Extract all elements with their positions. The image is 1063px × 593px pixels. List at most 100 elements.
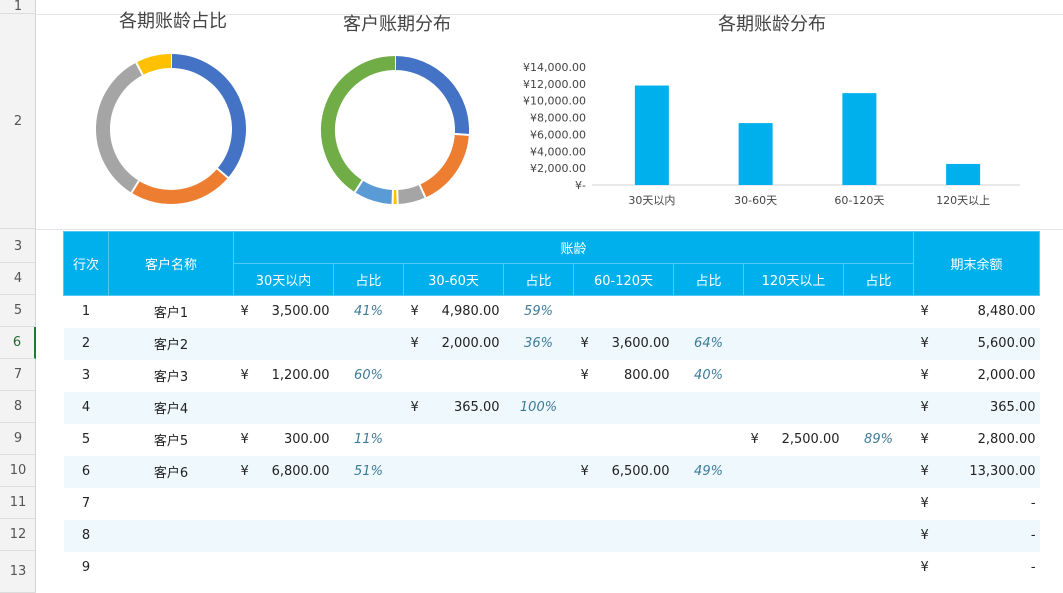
share-30-60-days-cell[interactable] [504, 488, 574, 520]
row-number[interactable]: 6 [0, 327, 36, 359]
amount-60-120-days-cell[interactable] [573, 391, 674, 424]
donut-slice[interactable] [396, 184, 426, 204]
amount-30-60-days-cell[interactable] [404, 424, 504, 456]
row-index-cell[interactable]: 1 [81, 304, 91, 320]
amount-60-120-days-cell[interactable] [574, 296, 674, 328]
row-number[interactable]: 5 [0, 295, 36, 327]
header-balance[interactable]: 期末余额 [913, 231, 1041, 296]
row-number[interactable]: 2 [0, 14, 36, 229]
amount-60-120-days-cell[interactable] [573, 519, 674, 552]
share-120-plus-days-cell[interactable]: 89% [864, 432, 893, 447]
header-index[interactable]: 行次 [63, 231, 109, 296]
row-number[interactable]: 7 [0, 359, 36, 391]
share-60-120-days-cell[interactable]: 40% [694, 368, 723, 383]
bar[interactable] [738, 123, 773, 185]
row-number[interactable]: 3 [0, 231, 36, 263]
row-number[interactable]: 8 [0, 391, 36, 423]
closing-balance-cell[interactable]: ¥365.00 [913, 391, 1040, 424]
closing-balance-cell[interactable]: ¥ - [913, 519, 1040, 552]
amount-120-plus-days-cell[interactable] [744, 296, 844, 328]
amount-30-days-cell[interactable]: ¥300.00 [234, 424, 334, 456]
amount-30-60-days-cell[interactable] [404, 488, 504, 520]
amount-60-120-days-cell[interactable]: ¥800.00 [574, 360, 674, 392]
share-30-60-days-cell[interactable]: 36% [503, 327, 574, 360]
donut-slice[interactable] [321, 56, 396, 193]
amount-30-days-cell[interactable]: ¥3,500.00 [234, 296, 334, 328]
amount-30-60-days-cell[interactable] [403, 455, 504, 488]
amount-120-plus-days-cell[interactable] [743, 455, 844, 488]
share-60-120-days-cell[interactable]: 64% [673, 327, 744, 360]
share-30-days-cell[interactable] [334, 552, 404, 584]
amount-30-60-days-cell[interactable] [404, 360, 504, 392]
share-30-60-days-cell[interactable] [503, 519, 574, 552]
header-share[interactable]: 占比 [842, 263, 915, 296]
closing-balance-cell[interactable]: ¥ - [914, 488, 1040, 520]
row-index-cell[interactable]: 9 [81, 560, 91, 575]
customer-name-cell[interactable] [108, 519, 234, 552]
header-share[interactable]: 占比 [503, 263, 574, 296]
customer-name-cell[interactable]: 客户4 [108, 391, 234, 424]
header-60-120-days[interactable]: 60-120天 [573, 263, 674, 296]
amount-120-plus-days-cell[interactable] [744, 488, 844, 520]
closing-balance-cell[interactable]: ¥8,480.00 [914, 296, 1040, 328]
donut-slice[interactable] [354, 180, 394, 204]
row-number[interactable]: 9 [0, 423, 36, 455]
share-30-60-days-cell[interactable]: 59% [524, 304, 553, 320]
share-30-days-cell[interactable]: 41% [354, 304, 383, 320]
amount-30-days-cell[interactable] [234, 552, 334, 584]
row-index-cell[interactable]: 3 [81, 368, 91, 383]
closing-balance-cell[interactable]: ¥2,800.00 [914, 424, 1040, 456]
amount-60-120-days-cell[interactable] [574, 488, 674, 520]
share-60-120-days-cell[interactable] [673, 519, 744, 552]
header-share[interactable]: 占比 [673, 263, 744, 296]
row-index-cell[interactable]: 5 [81, 432, 91, 447]
share-60-120-days-cell[interactable] [674, 552, 744, 584]
row-index-cell[interactable]: 7 [81, 496, 91, 511]
row-number[interactable]: 11 [0, 487, 36, 519]
customer-name-cell[interactable]: 客户2 [108, 327, 234, 360]
amount-30-days-cell[interactable] [233, 327, 334, 360]
share-30-days-cell[interactable]: 11% [354, 432, 383, 447]
bar[interactable] [634, 85, 669, 185]
amount-120-plus-days-cell[interactable] [744, 360, 844, 392]
amount-30-60-days-cell[interactable]: ¥2,000.00 [403, 327, 504, 360]
customer-name-cell[interactable]: 客户3 [153, 370, 189, 385]
share-120-plus-days-cell[interactable] [844, 552, 914, 584]
share-30-60-days-cell[interactable] [504, 360, 574, 392]
share-30-days-cell[interactable]: 51% [333, 455, 404, 488]
share-30-60-days-cell[interactable] [503, 455, 574, 488]
header-30-60-days[interactable]: 30-60天 [403, 263, 504, 296]
share-60-120-days-cell[interactable] [674, 488, 744, 520]
row-number[interactable]: 13 [0, 551, 36, 593]
share-120-plus-days-cell[interactable] [844, 360, 914, 392]
donut-slice[interactable] [394, 56, 469, 135]
row-number[interactable]: 1 [0, 0, 36, 14]
donut-slice[interactable] [131, 168, 229, 204]
donut-slice[interactable] [96, 62, 143, 193]
row-index-cell[interactable]: 8 [63, 519, 109, 552]
customer-name-cell[interactable] [109, 488, 234, 520]
amount-120-plus-days-cell[interactable]: ¥2,500.00 [744, 424, 844, 456]
row-index-cell[interactable]: 4 [63, 391, 109, 424]
amount-60-120-days-cell[interactable] [574, 552, 674, 584]
amount-120-plus-days-cell[interactable] [743, 391, 844, 424]
share-30-days-cell[interactable] [333, 391, 404, 424]
closing-balance-cell[interactable]: ¥13,300.00 [913, 455, 1040, 488]
row-index-cell[interactable]: 6 [63, 455, 109, 488]
amount-30-60-days-cell[interactable] [403, 519, 504, 552]
share-60-120-days-cell[interactable] [673, 391, 744, 424]
header-share[interactable]: 占比 [333, 263, 404, 296]
bar[interactable] [842, 93, 877, 185]
amount-60-120-days-cell[interactable]: ¥6,500.00 [573, 455, 674, 488]
closing-balance-cell[interactable]: ¥5,600.00 [913, 327, 1040, 360]
donut-slice[interactable] [419, 133, 469, 198]
amount-30-60-days-cell[interactable]: ¥4,980.00 [404, 296, 504, 328]
amount-60-120-days-cell[interactable]: ¥3,600.00 [573, 327, 674, 360]
amount-120-plus-days-cell[interactable] [744, 552, 844, 584]
header-30-days[interactable]: 30天以内 [233, 263, 334, 296]
row-number[interactable]: 10 [0, 455, 36, 487]
amount-30-days-cell[interactable] [234, 488, 334, 520]
customer-name-cell[interactable]: 客户5 [153, 434, 189, 449]
amount-30-60-days-cell[interactable] [404, 552, 504, 584]
share-30-days-cell[interactable]: 60% [354, 368, 383, 383]
